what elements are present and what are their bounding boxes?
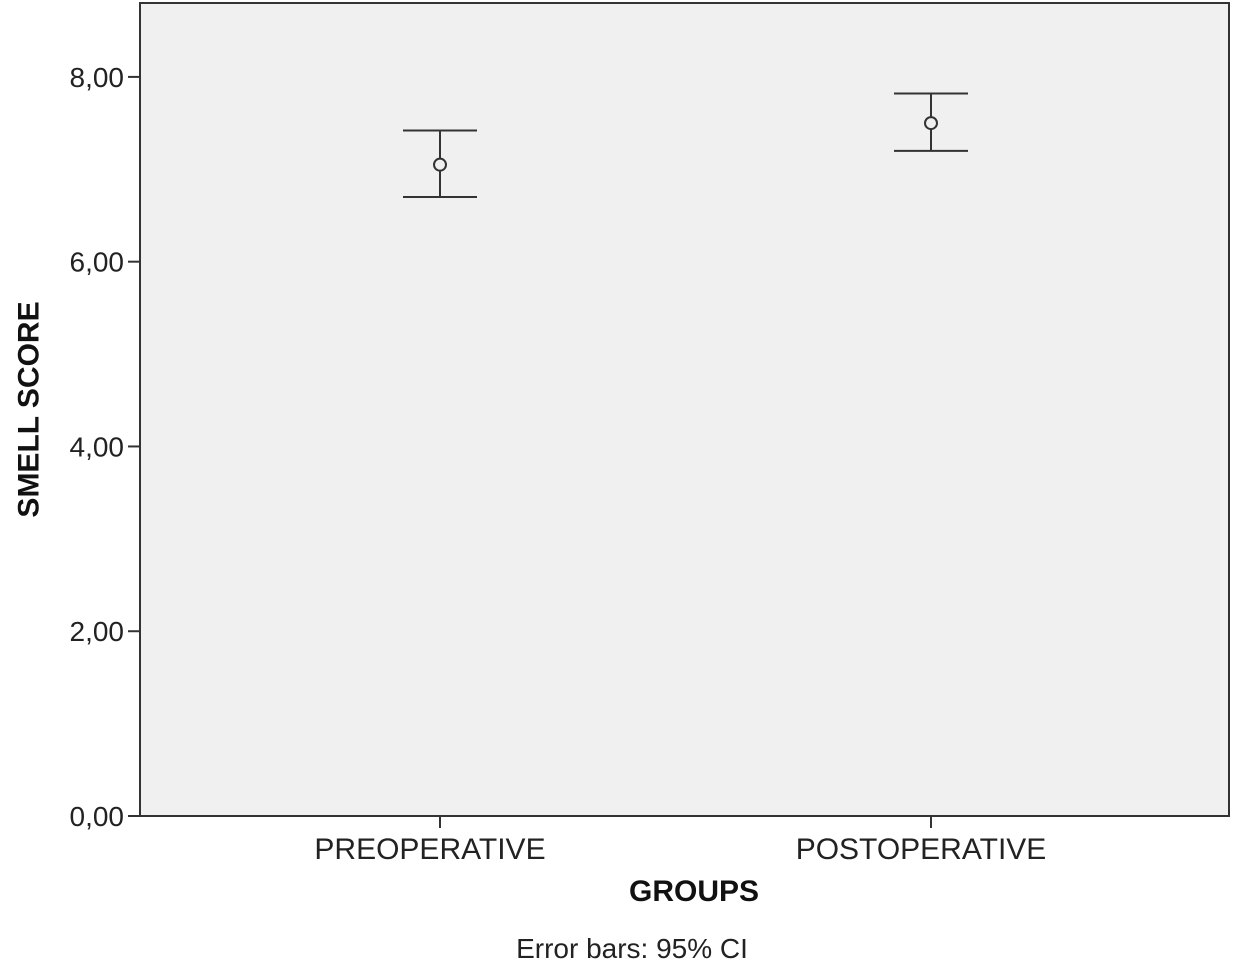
- x-axis: PREOPERATIVE POSTOPERATIVE: [314, 816, 1046, 866]
- y-tick-label: 4,00: [70, 431, 125, 462]
- x-axis-title: GROUPS: [629, 875, 759, 908]
- plot-area: [139, 2, 1230, 817]
- x-tick-label: PREOPERATIVE: [314, 833, 545, 866]
- error-bar-group: [894, 92, 968, 152]
- mean-marker: [433, 157, 447, 172]
- y-axis: 0,00 2,00 4,00 6,00 8,00: [70, 62, 140, 832]
- y-tick-label: 8,00: [70, 62, 125, 93]
- error-bar-group: [403, 129, 477, 199]
- y-tick-label: 2,00: [70, 616, 125, 647]
- y-axis-title: SMELL SCORE: [13, 301, 46, 517]
- y-tick-label: 0,00: [70, 801, 125, 832]
- y-tick-label: 6,00: [70, 247, 125, 278]
- x-tick-label: POSTOPERATIVE: [796, 833, 1047, 866]
- error-bar-footnote: Error bars: 95% CI: [516, 933, 748, 964]
- mean-marker: [924, 116, 938, 131]
- error-bar-series: [403, 92, 968, 199]
